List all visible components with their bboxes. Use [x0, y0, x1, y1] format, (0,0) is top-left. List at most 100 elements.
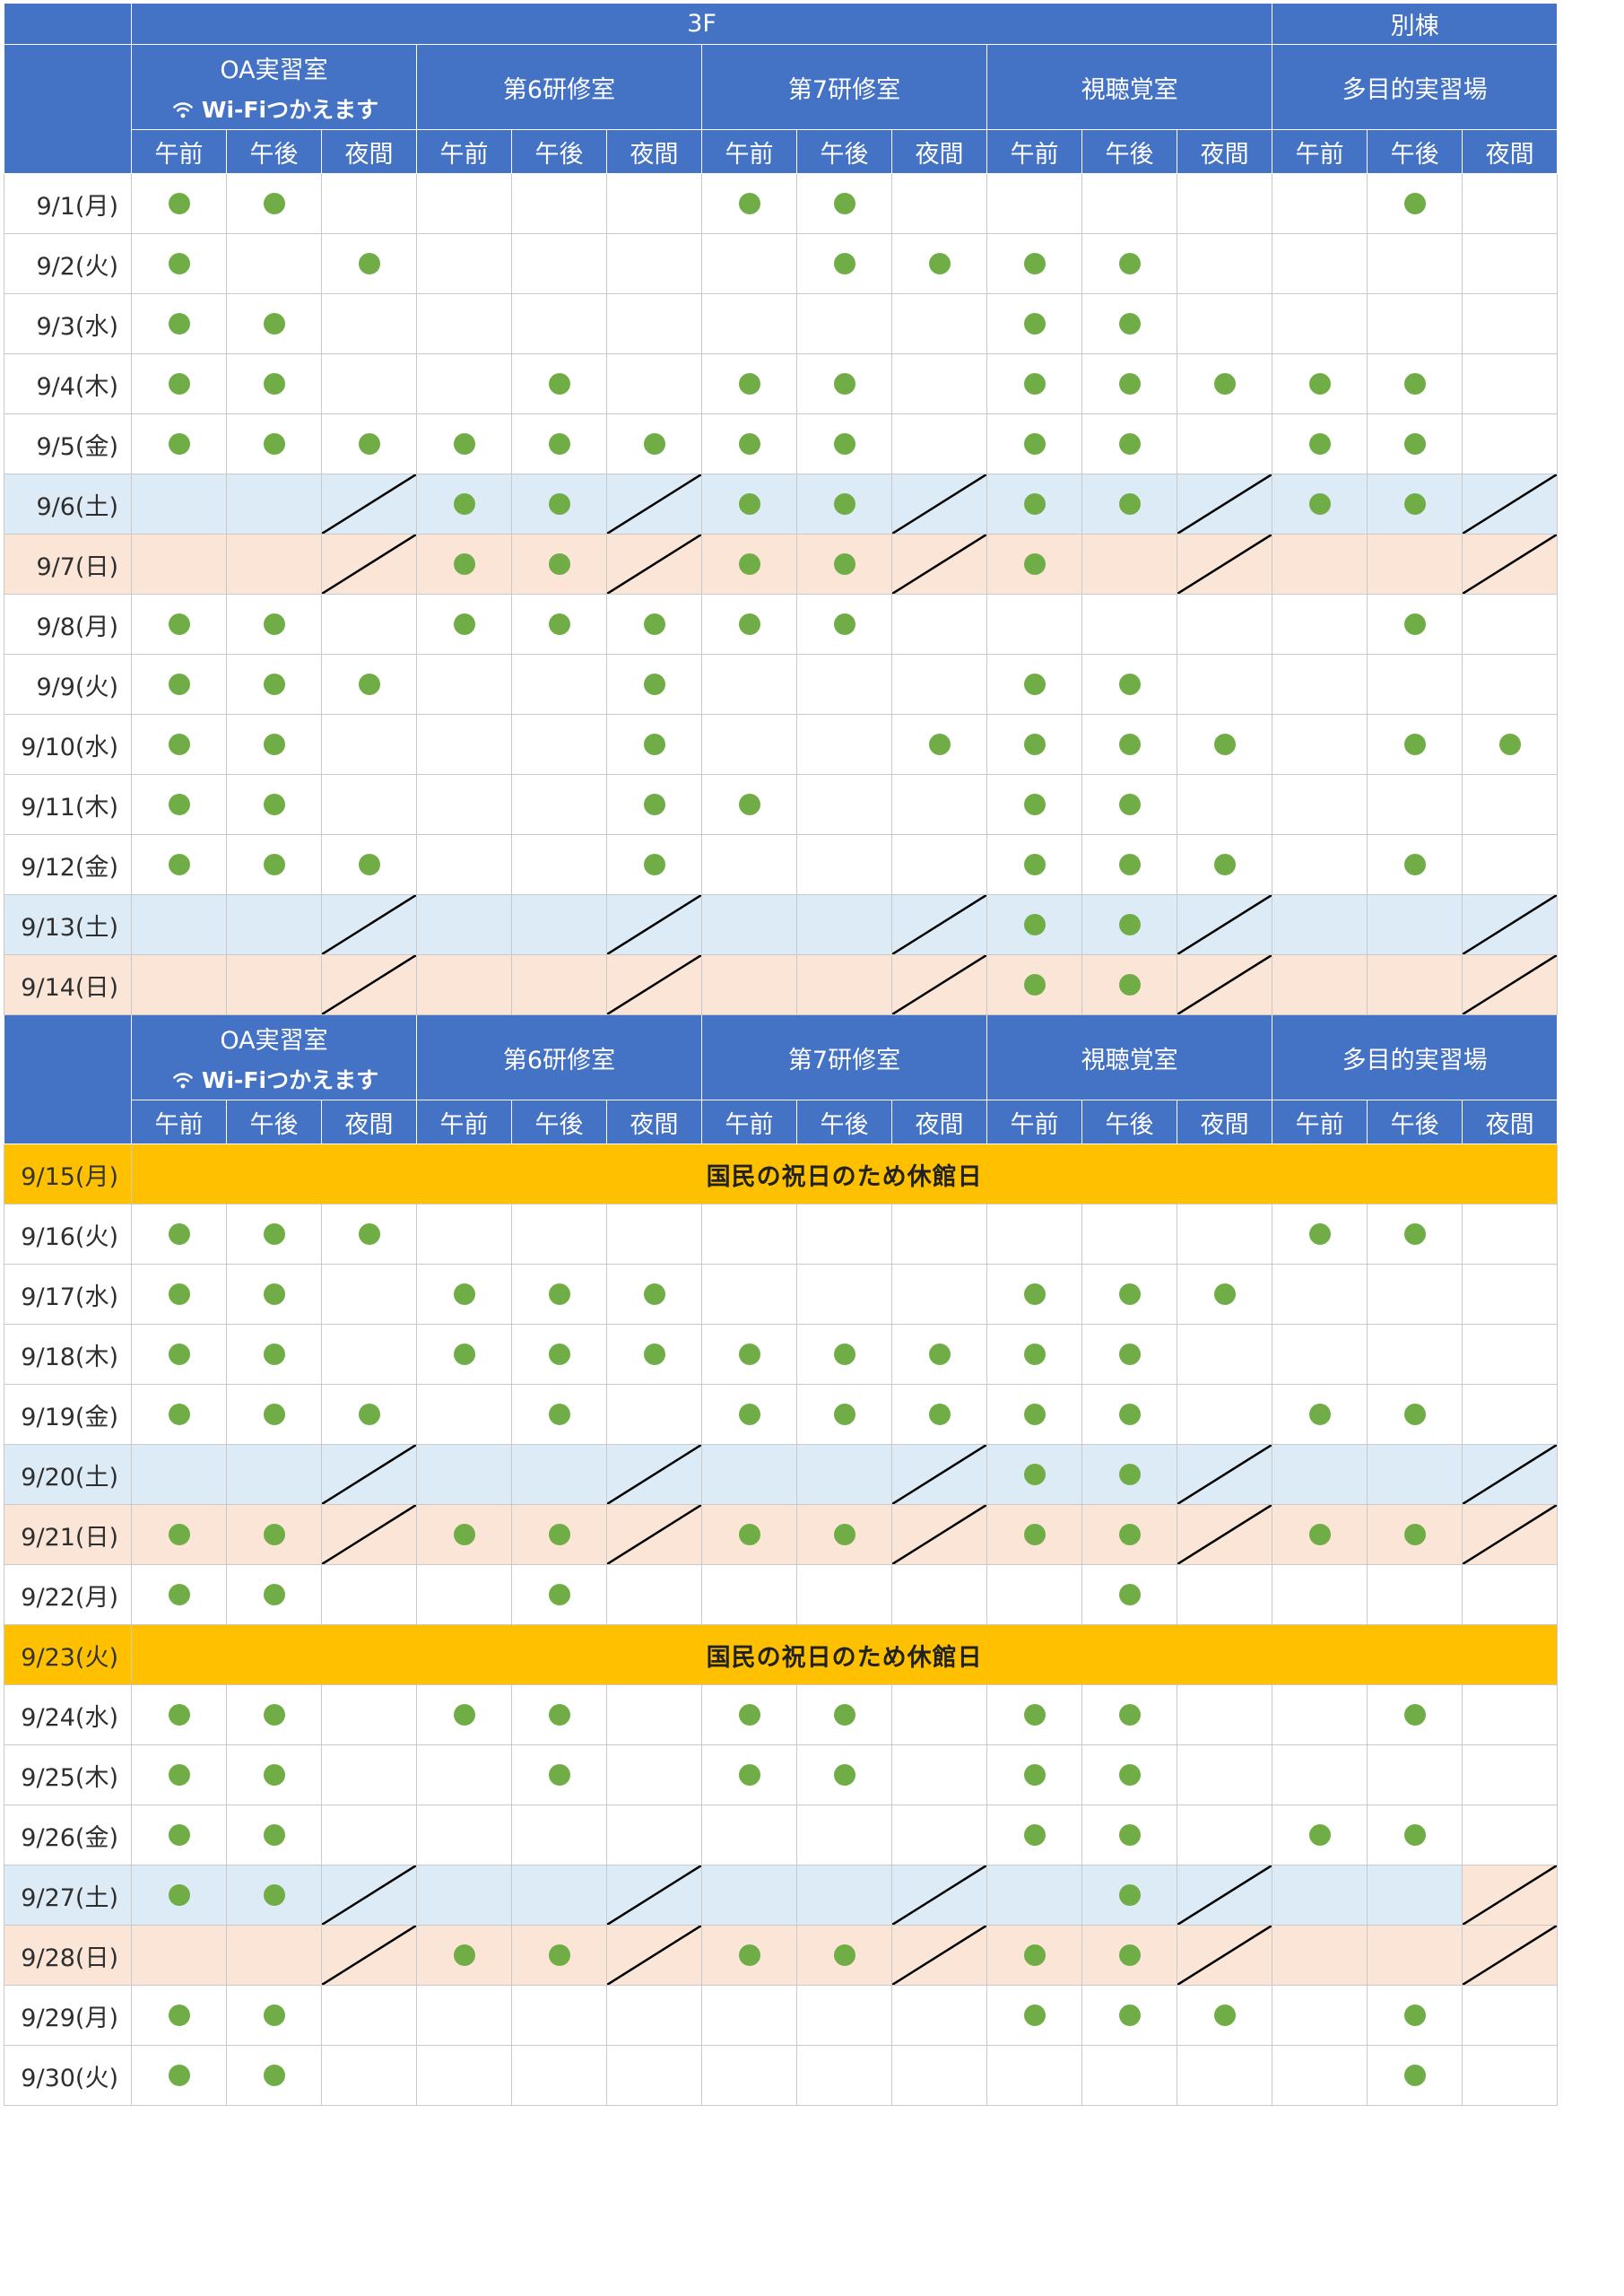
day-row: 9/7(日) — [4, 534, 1559, 595]
slot-cell — [1176, 474, 1273, 535]
available-dot — [453, 433, 475, 455]
slot-cell — [796, 474, 892, 535]
available-dot — [833, 433, 855, 455]
available-dot — [1403, 373, 1426, 395]
available-dot — [738, 794, 760, 815]
slot-cell — [986, 474, 1082, 535]
not-available-slash — [892, 1926, 986, 1985]
available-dot — [643, 1344, 665, 1365]
available-dot — [1118, 1884, 1141, 1906]
slot-cell — [986, 1384, 1082, 1445]
slot-cell — [1462, 1925, 1559, 1986]
day-row: 9/24(水) — [4, 1684, 1559, 1745]
available-dot — [1118, 1404, 1141, 1425]
slot-cell — [416, 474, 512, 535]
slot-cell — [606, 353, 702, 414]
available-dot — [1403, 2005, 1426, 2026]
slot-cell — [701, 1444, 797, 1505]
slot-cell — [986, 233, 1082, 294]
slot-header: 夜間 — [1176, 129, 1273, 174]
slot-cell — [606, 834, 702, 895]
available-dot — [548, 1764, 570, 1786]
slot-cell — [796, 1264, 892, 1325]
slot-cell — [606, 1204, 702, 1265]
slot-cell — [511, 1564, 607, 1625]
slot-cell — [1081, 834, 1177, 895]
slot-cell — [1462, 834, 1559, 895]
slot-cell — [1367, 1684, 1463, 1745]
slot-cell — [416, 654, 512, 715]
slot-header: 午前 — [986, 1100, 1082, 1144]
not-available-slash — [1463, 474, 1557, 534]
slot-cell — [511, 173, 607, 234]
slot-header: 夜間 — [321, 1100, 417, 1144]
slot-cell — [986, 1324, 1082, 1385]
room-name: OA実習室 — [220, 1026, 328, 1055]
date-cell: 9/8(月) — [4, 594, 132, 655]
slot-cell — [131, 2045, 227, 2106]
room-header: 視聴覚室 — [986, 44, 1273, 130]
available-dot — [833, 1344, 855, 1365]
available-dot — [1308, 433, 1331, 455]
slot-row: 午前 午後 夜間 午前 午後 夜間 午前 午後 夜間 午前 午後 夜間 午前 午後 夜間 — [4, 129, 1559, 174]
slot-cell — [131, 894, 227, 955]
slot-cell — [796, 1564, 892, 1625]
date-cell: 9/13(土) — [4, 894, 132, 955]
slot-cell — [1081, 474, 1177, 535]
slot-cell — [1462, 1204, 1559, 1265]
available-dot — [738, 1704, 760, 1726]
available-dot — [548, 373, 570, 395]
slot-cell — [606, 1384, 702, 1445]
slot-cell — [701, 1384, 797, 1445]
wifi-note-text: Wi-Fiつかえます — [201, 96, 379, 123]
slot-cell — [1367, 1865, 1463, 1926]
slot-cell — [606, 413, 702, 474]
slot-cell — [416, 1504, 512, 1565]
annex-label: 別棟 — [1272, 3, 1559, 45]
available-dot — [168, 1524, 190, 1545]
room-header: 第6研修室 — [416, 1014, 702, 1100]
slot-cell — [1176, 1684, 1273, 1745]
slot-cell — [321, 1264, 417, 1325]
available-dot — [453, 1944, 475, 1966]
slot-cell — [606, 2045, 702, 2106]
slot-cell — [891, 594, 987, 655]
day-row: 9/14(日) — [4, 954, 1559, 1015]
slot-cell — [1272, 1204, 1368, 1265]
available-dot — [1023, 1344, 1046, 1365]
slot-cell — [416, 1324, 512, 1385]
available-dot — [548, 613, 570, 635]
slot-cell — [131, 834, 227, 895]
slot-cell — [131, 353, 227, 414]
slot-cell — [1272, 353, 1368, 414]
slot-cell — [891, 774, 987, 835]
available-dot — [643, 433, 665, 455]
slot-cell — [986, 1564, 1082, 1625]
available-dot — [1023, 1704, 1046, 1726]
available-dot — [643, 674, 665, 695]
slot-cell — [986, 353, 1082, 414]
slot-cell — [891, 173, 987, 234]
day-row: 9/23(火) 国民の祝日のため休館日 — [4, 1624, 1559, 1685]
available-dot — [263, 734, 285, 755]
slot-cell — [226, 1204, 322, 1265]
available-dot — [1403, 1824, 1426, 1846]
available-dot — [1308, 493, 1331, 515]
slot-cell — [321, 1564, 417, 1625]
slot-cell — [511, 1744, 607, 1805]
slot-cell — [1462, 714, 1559, 775]
date-cell: 9/24(水) — [4, 1684, 132, 1745]
available-dot — [263, 854, 285, 875]
slot-cell — [1462, 353, 1559, 414]
slot-cell — [1367, 1504, 1463, 1565]
slot-cell — [226, 1384, 322, 1445]
slot-cell — [1081, 1504, 1177, 1565]
slot-cell — [796, 594, 892, 655]
available-dot — [833, 1944, 855, 1966]
available-dot — [548, 1944, 570, 1966]
available-dot — [168, 433, 190, 455]
day-row: 9/17(水) — [4, 1264, 1559, 1325]
available-dot — [1023, 734, 1046, 755]
slot-cell — [891, 1564, 987, 1625]
slot-cell — [1176, 1744, 1273, 1805]
